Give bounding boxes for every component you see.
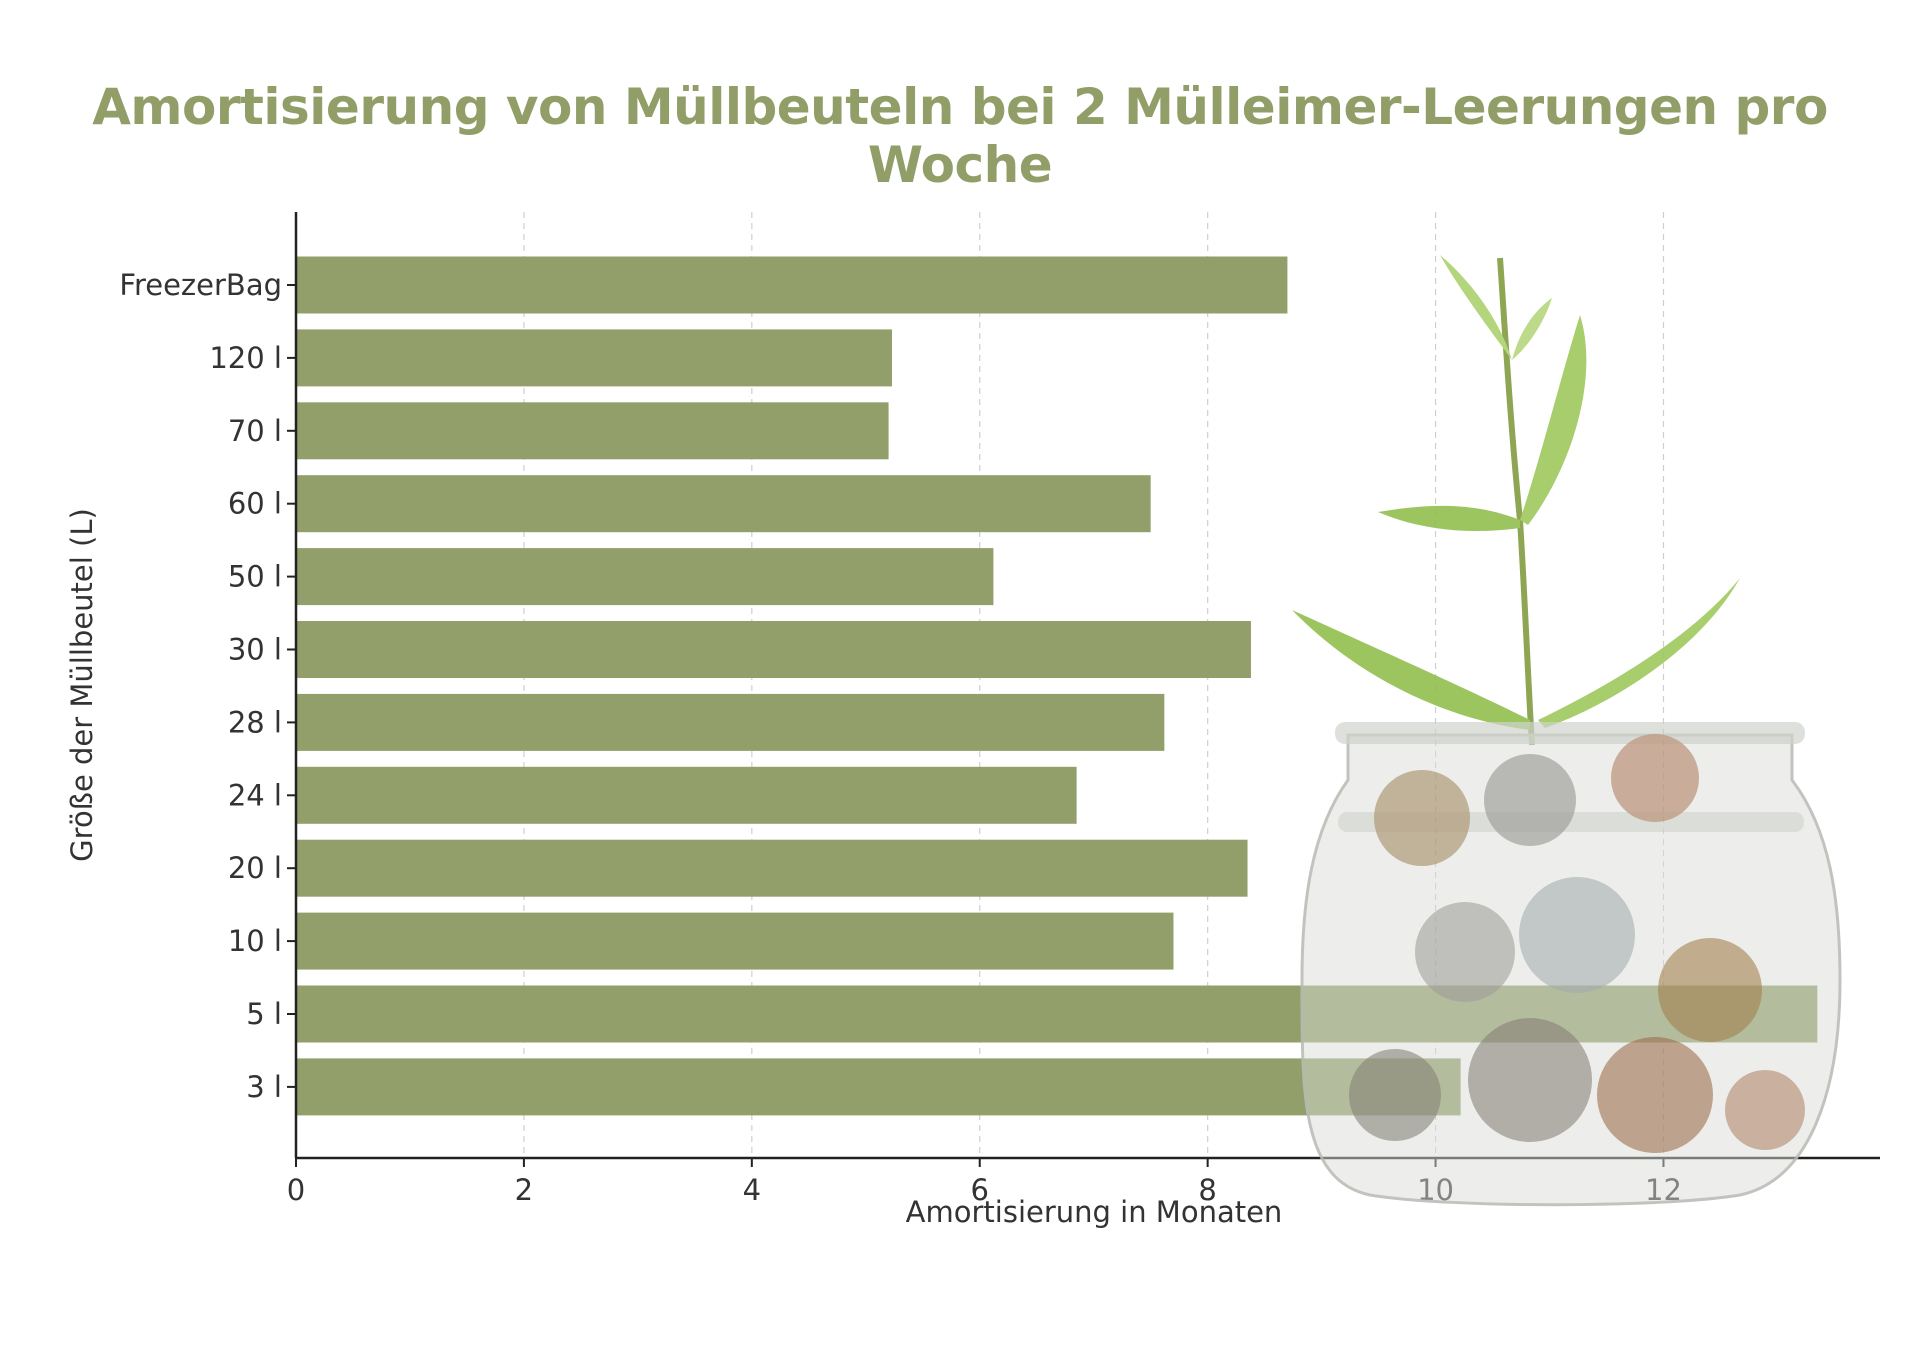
y-tick-label: 120 l — [209, 341, 282, 375]
chart-title: Amortisierung von Müllbeuteln bei 2 Müll… — [92, 78, 1828, 194]
bar — [296, 912, 1174, 970]
bar — [296, 329, 892, 387]
y-tick-label: 10 l — [228, 924, 282, 958]
x-axis-label: Amortisierung in Monaten — [906, 1195, 1283, 1229]
y-axis-label: Größe der Müllbeutel (L) — [65, 508, 99, 862]
x-tick-label: 8 — [1198, 1173, 1216, 1207]
bar — [296, 1058, 1461, 1116]
x-tick-label: 2 — [515, 1173, 533, 1207]
y-tick-label: 28 l — [228, 705, 282, 739]
y-tick-label: 30 l — [228, 633, 282, 667]
x-tick-label: 0 — [287, 1173, 305, 1207]
x-tick-label: 4 — [743, 1173, 761, 1207]
x-tick-label: 6 — [971, 1173, 989, 1207]
bar — [296, 621, 1251, 678]
y-tick-label: 50 l — [228, 560, 282, 594]
bar — [296, 766, 1077, 824]
y-tick-label: 60 l — [228, 487, 282, 521]
y-tick-label: 70 l — [228, 414, 282, 448]
bar — [296, 693, 1165, 751]
bar — [296, 475, 1151, 533]
bar — [296, 839, 1248, 897]
y-tick-label: 5 l — [246, 997, 282, 1031]
bar — [296, 256, 1288, 314]
y-tick-label: 3 l — [246, 1070, 282, 1104]
y-tick-label: FreezerBag — [119, 268, 282, 302]
bar — [296, 548, 994, 606]
y-tick-labels: FreezerBag 120 l 70 l 60 l 50 l 30 l 28 l 24 l 2… — [119, 268, 296, 1104]
bars — [296, 256, 1818, 1116]
bar — [296, 402, 889, 460]
y-tick-label: 20 l — [228, 851, 282, 885]
plant-in-coin-jar-icon — [1292, 255, 1842, 1207]
y-tick-label: 24 l — [228, 778, 282, 812]
